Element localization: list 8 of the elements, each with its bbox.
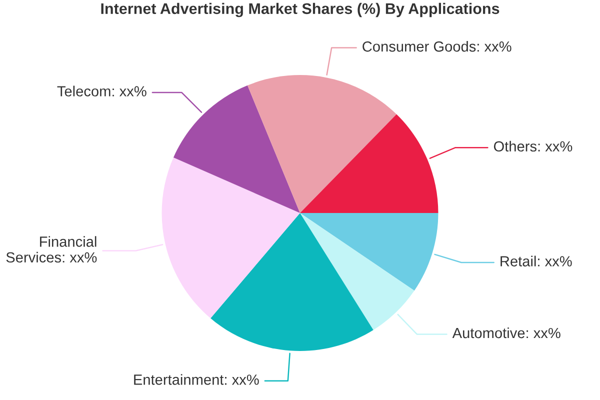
slice-label: Telecom: xx%: [57, 86, 146, 96]
slice-label: Consumer Goods: xx%: [362, 40, 512, 52]
slice-label: Others: xx%: [494, 140, 572, 152]
chart-title: Internet Advertising Market Shares (%) By Applications: [101, 2, 500, 18]
slice-label: Retail: xx%: [500, 256, 572, 266]
slice-label: Automotive: xx%: [452, 327, 560, 338]
slice-label: Entertainment: xx%: [134, 374, 259, 385]
slice-label: Financial Services: xx%: [6, 236, 97, 263]
